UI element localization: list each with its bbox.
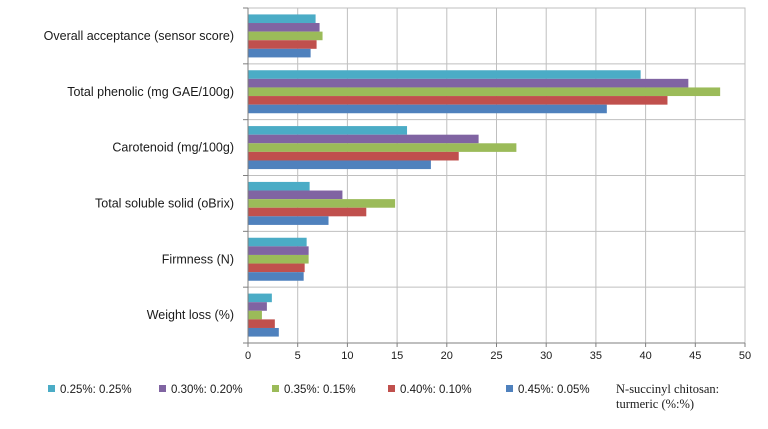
x-tick-labels: 0 5 10 15 20 25 30 35 40 45 50 xyxy=(245,350,751,362)
category-label: Weight loss (%) xyxy=(147,308,234,322)
category-label: Total soluble solid (oBrix) xyxy=(95,196,234,210)
bar xyxy=(248,143,517,152)
bar xyxy=(248,134,479,144)
x-tick-label: 15 xyxy=(391,350,403,362)
legend-label: 0.30%: 0.20% xyxy=(171,384,243,396)
bar xyxy=(248,160,431,170)
bar xyxy=(248,319,275,328)
bar xyxy=(248,263,305,273)
legend-label: 0.45%: 0.05% xyxy=(518,384,590,396)
bar xyxy=(248,207,367,217)
x-tick-label: 0 xyxy=(245,350,251,362)
bar xyxy=(248,87,721,97)
x-tick-label: 5 xyxy=(295,350,301,362)
legend-swatch xyxy=(506,385,513,392)
legend-label: 0.40%: 0.10% xyxy=(400,384,472,396)
bar xyxy=(248,246,309,255)
bar xyxy=(248,293,272,303)
bar xyxy=(248,237,307,247)
legend: 0.25%: 0.25% 0.30%: 0.20% 0.35%: 0.15% 0.40… xyxy=(48,384,590,396)
x-tick-label: 45 xyxy=(689,350,701,362)
bar xyxy=(248,199,396,208)
legend-label: 0.25%: 0.25% xyxy=(60,384,132,396)
legend-swatch xyxy=(388,385,395,392)
category-label: Firmness (N) xyxy=(162,252,234,266)
bar xyxy=(248,310,262,320)
legend-title-line: turmeric (%:%) xyxy=(616,397,694,411)
legend-title-line: N-succinyl chitosan: xyxy=(616,382,719,396)
bar xyxy=(248,327,279,337)
bar xyxy=(248,126,408,135)
bar xyxy=(248,302,267,311)
bar xyxy=(248,31,323,41)
legend-swatch xyxy=(48,385,55,392)
x-tick-label: 25 xyxy=(490,350,502,362)
bar xyxy=(248,96,668,105)
bar xyxy=(248,254,309,264)
x-tick-label: 50 xyxy=(739,350,751,362)
bar xyxy=(248,181,310,191)
category-label: Total phenolic (mg GAE/100g) xyxy=(67,85,234,99)
category-label: Overall acceptance (sensor score) xyxy=(44,29,234,43)
x-tick-label: 10 xyxy=(341,350,353,362)
bar xyxy=(248,70,641,79)
bars xyxy=(248,14,721,337)
bar xyxy=(248,40,317,49)
legend-swatch xyxy=(272,385,279,392)
legend-label: 0.35%: 0.15% xyxy=(284,384,356,396)
x-tick-label: 40 xyxy=(639,350,651,362)
category-labels: Overall acceptance (sensor score) Total p… xyxy=(44,29,234,322)
bar xyxy=(248,104,607,114)
gridlines xyxy=(248,8,746,343)
category-label: Carotenoid (mg/100g) xyxy=(112,141,234,155)
bar xyxy=(248,78,689,88)
bar xyxy=(248,151,459,161)
bar xyxy=(248,190,343,200)
legend-swatch xyxy=(159,385,166,392)
axes xyxy=(243,7,746,347)
x-tick-label: 20 xyxy=(441,350,453,362)
bar xyxy=(248,216,329,225)
bar xyxy=(248,14,316,24)
legend-title: N-succinyl chitosan:turmeric (%:%) xyxy=(616,382,719,411)
bar xyxy=(248,23,320,32)
bar xyxy=(248,48,311,58)
x-tick-label: 30 xyxy=(540,350,552,362)
x-tick-label: 35 xyxy=(590,350,602,362)
bar xyxy=(248,272,304,281)
